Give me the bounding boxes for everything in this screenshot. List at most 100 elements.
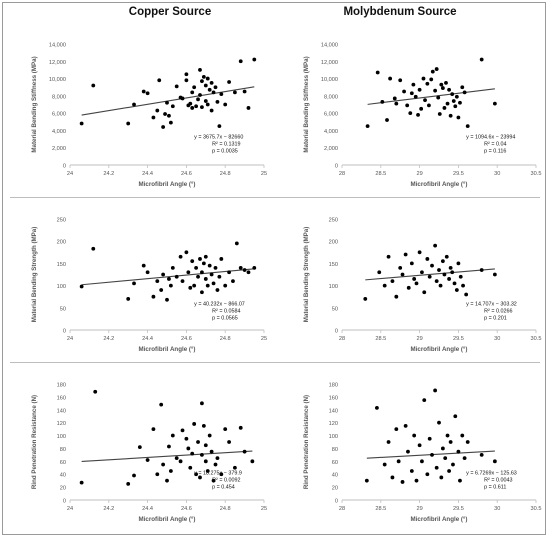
- y-tick-label: 20: [332, 486, 338, 492]
- data-point: [252, 265, 257, 270]
- x-tick-label: 24.4: [142, 171, 153, 177]
- data-point: [400, 272, 405, 277]
- data-point: [458, 274, 463, 279]
- data-point: [382, 283, 387, 288]
- data-point: [416, 112, 420, 117]
- data-point: [161, 272, 166, 277]
- data-point: [79, 284, 84, 289]
- data-point: [434, 279, 439, 284]
- data-point: [386, 254, 391, 259]
- data-point: [430, 452, 434, 457]
- data-point: [170, 265, 175, 270]
- y-tick-label: 60: [60, 460, 66, 466]
- data-point: [429, 77, 434, 82]
- x-tick-label: 25: [261, 336, 267, 342]
- x-tick-label: 28.5: [375, 171, 386, 177]
- data-point: [198, 68, 202, 72]
- y-tick-label: 250: [57, 218, 66, 224]
- data-point: [242, 89, 247, 94]
- data-point: [137, 445, 142, 450]
- data-point: [412, 433, 417, 438]
- data-point: [400, 480, 405, 484]
- data-point: [445, 433, 450, 438]
- trendline: [81, 268, 255, 286]
- x-tick-label: 24.8: [220, 506, 231, 512]
- y-tick-label: 50: [332, 306, 338, 312]
- data-point: [203, 277, 208, 281]
- data-point: [442, 106, 447, 110]
- data-point: [427, 274, 432, 279]
- data-point: [408, 111, 413, 116]
- regression-annotation: p = 0.0035: [212, 148, 238, 154]
- data-point: [161, 462, 166, 467]
- data-point: [406, 285, 411, 290]
- data-point: [196, 274, 200, 279]
- x-tick-label: 29.5: [453, 171, 464, 177]
- molybdenum-stiffness-chart: 0 2,000 4,000 6,000 8,000 10,000 12,000 14,000 2…: [303, 43, 541, 189]
- data-point: [132, 473, 136, 478]
- y-axis-title: Material Bending Strength (MPa): [303, 227, 310, 323]
- row-divider-1: [10, 197, 540, 198]
- data-point: [186, 446, 191, 451]
- data-point: [186, 270, 191, 275]
- regression-annotation: R² = 0.0092: [212, 477, 240, 483]
- x-tick-label: 29.5: [453, 506, 464, 512]
- data-point: [205, 102, 210, 107]
- regression-annotation: y = 40.232x − 866.07: [194, 302, 245, 308]
- data-point: [375, 70, 380, 75]
- data-point: [448, 440, 453, 444]
- y-axis-title: Material Bending Stiffness (MPa): [303, 56, 310, 152]
- row-divider-2: [10, 362, 540, 363]
- data-point: [422, 290, 427, 295]
- data-point: [213, 265, 218, 270]
- data-point: [200, 401, 204, 406]
- data-point: [425, 257, 430, 261]
- data-point: [211, 281, 216, 286]
- data-point: [386, 440, 391, 444]
- data-point: [196, 440, 200, 444]
- data-point: [190, 90, 195, 95]
- data-point: [242, 268, 247, 272]
- x-tick-label: 28.5: [375, 336, 386, 342]
- x-axis-title: Microfibril Angle (°): [411, 516, 468, 523]
- data-point: [145, 458, 150, 462]
- data-point: [184, 436, 189, 441]
- data-point: [420, 459, 424, 464]
- y-tick-label: 160: [329, 395, 338, 401]
- x-tick-label: 28: [339, 506, 345, 512]
- data-point: [451, 462, 455, 467]
- x-axis-title: Microfibril Angle (°): [139, 181, 196, 188]
- data-point: [433, 88, 438, 93]
- data-point: [201, 261, 206, 266]
- x-tick-label: 29: [416, 171, 422, 177]
- y-tick-label: 6,000: [324, 112, 338, 118]
- data-point: [194, 104, 199, 109]
- y-tick-label: 20: [60, 486, 66, 492]
- data-point: [233, 90, 237, 95]
- data-point: [132, 102, 136, 107]
- data-point: [439, 475, 444, 480]
- data-point: [420, 270, 424, 275]
- data-point: [242, 449, 247, 454]
- data-point: [417, 443, 422, 448]
- data-point: [157, 78, 162, 83]
- y-tick-label: 140: [329, 408, 338, 414]
- data-point: [440, 86, 445, 90]
- data-point: [91, 83, 96, 88]
- data-point: [196, 97, 200, 102]
- data-point: [207, 263, 212, 268]
- y-tick-label: 200: [57, 240, 66, 246]
- x-tick-label: 28: [339, 336, 345, 342]
- x-tick-label: 28.5: [375, 506, 386, 512]
- figure-frame: [2, 2, 546, 535]
- regression-annotation: R² = 0.0043: [484, 477, 512, 483]
- y-axis-title: Rind Penetration Resistance (N): [31, 395, 38, 489]
- data-point: [394, 101, 399, 106]
- x-tick-label: 30.5: [531, 336, 542, 342]
- data-point: [385, 118, 389, 122]
- data-point: [394, 294, 399, 299]
- x-tick-label: 24: [67, 336, 73, 342]
- data-point: [398, 78, 403, 83]
- data-point: [417, 250, 422, 255]
- data-point: [403, 252, 408, 257]
